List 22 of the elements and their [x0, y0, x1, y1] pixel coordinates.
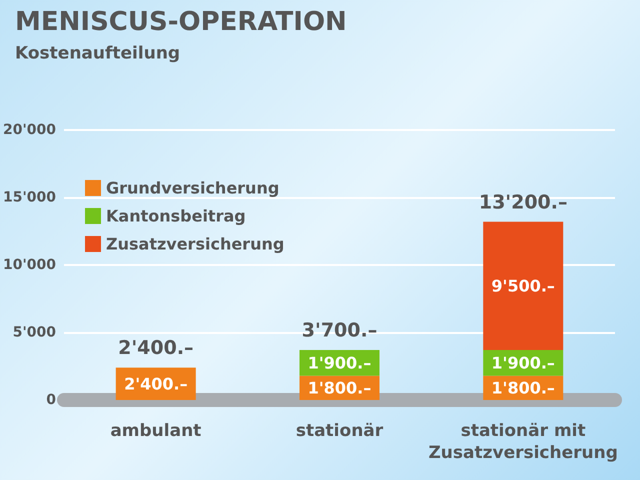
legend-label: Zusatzversicherung [106, 234, 284, 254]
x-tick-label: stationär mit Zusatzversicherung [428, 421, 618, 463]
y-tick-label: 15'000 [2, 190, 56, 206]
chart-title: MENISCUS-OPERATION [15, 7, 347, 37]
y-tick-label: 10'000 [2, 257, 56, 273]
total-label: 3'700.– [302, 320, 378, 342]
chart-subtitle: Kostenaufteilung [15, 44, 180, 64]
data-label: 2'400.– [124, 374, 188, 394]
total-label: 2'400.– [118, 337, 194, 360]
data-label: 1'900.– [308, 353, 372, 372]
y-tick-label: 20'000 [2, 122, 56, 138]
data-label: 1'900.– [491, 353, 555, 372]
legend-label: Grundversicherung [106, 178, 280, 198]
data-label: 9'500.– [491, 276, 555, 296]
x-tick-label: stationär [296, 421, 384, 441]
data-label: 1'800.– [491, 378, 555, 398]
total-label: 13'200.– [478, 191, 568, 214]
x-tick-label: ambulant [110, 421, 202, 441]
y-tick-label: 0 [46, 392, 56, 408]
data-label: 1'800.– [308, 378, 372, 398]
y-tick-label: 5'000 [12, 324, 56, 340]
legend-label: Kantonsbeitrag [106, 206, 246, 226]
